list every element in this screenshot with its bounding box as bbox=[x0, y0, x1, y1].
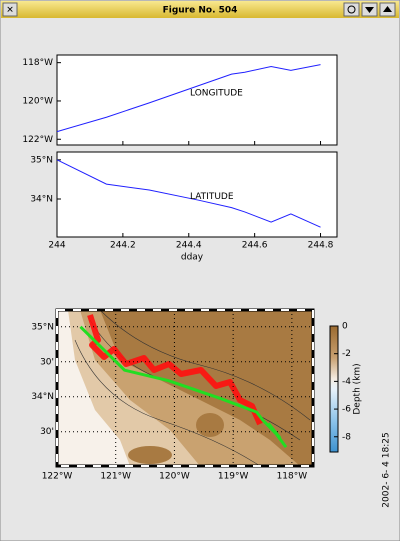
y-tick-label: 34°N bbox=[31, 392, 54, 402]
icon bbox=[347, 5, 356, 14]
x-tick-label: 121°W bbox=[100, 472, 131, 482]
y-tick-label: 30' bbox=[40, 357, 54, 367]
timestamp: 2002- 6- 4 18:25 bbox=[382, 432, 392, 507]
bathymetry bbox=[57, 309, 313, 467]
y-tick-label: 35°N bbox=[30, 155, 53, 165]
window-title: Figure No. 504 bbox=[163, 6, 238, 16]
y-tick-label: 118°W bbox=[22, 58, 53, 68]
y-tick-label: -4 bbox=[342, 377, 351, 387]
y-tick-label: 120°W bbox=[22, 96, 53, 106]
y-tick-label: -6 bbox=[342, 405, 351, 415]
axes bbox=[56, 151, 338, 238]
data-line bbox=[56, 64, 321, 133]
x-tick-label: 119°W bbox=[218, 472, 249, 482]
colorbar-label: Depth (km) bbox=[353, 363, 363, 414]
icon bbox=[365, 7, 374, 13]
x-tick-label: 244.8 bbox=[308, 241, 334, 251]
x-tick-label: 118°W bbox=[277, 472, 308, 482]
title-bar bbox=[1, 1, 399, 18]
x-tick-label: 244.6 bbox=[242, 241, 268, 251]
icon bbox=[383, 6, 392, 12]
close-button[interactable] bbox=[2, 2, 18, 17]
y-tick-label: 30' bbox=[40, 427, 54, 437]
x-axis-label: dday bbox=[181, 253, 204, 263]
y-tick-label: 35°N bbox=[31, 322, 54, 332]
y-tick-label: -8 bbox=[342, 432, 351, 442]
y-tick-label: -2 bbox=[342, 349, 351, 359]
x-tick-label: 244 bbox=[48, 241, 65, 251]
y-tick-label: 122°W bbox=[22, 135, 53, 145]
data-line bbox=[56, 159, 321, 228]
x-tick-label: 122°W bbox=[42, 472, 73, 482]
close-icon: ✕ bbox=[6, 6, 14, 16]
minimize-button[interactable] bbox=[343, 2, 360, 17]
x-tick-label: 120°W bbox=[159, 472, 190, 482]
map-frame-dash bbox=[56, 309, 314, 467]
ship-track bbox=[79, 325, 288, 449]
x-tick-label: 244.2 bbox=[110, 241, 136, 251]
annotation: LATITUDE bbox=[190, 192, 234, 202]
y-tick-label: 0 bbox=[342, 322, 348, 332]
annotation: LONGITUDE bbox=[190, 89, 243, 99]
y-tick-label: 34°N bbox=[30, 195, 53, 205]
x-tick-label: 244.4 bbox=[176, 241, 202, 251]
axes bbox=[56, 54, 338, 146]
colorbar bbox=[329, 325, 339, 453]
